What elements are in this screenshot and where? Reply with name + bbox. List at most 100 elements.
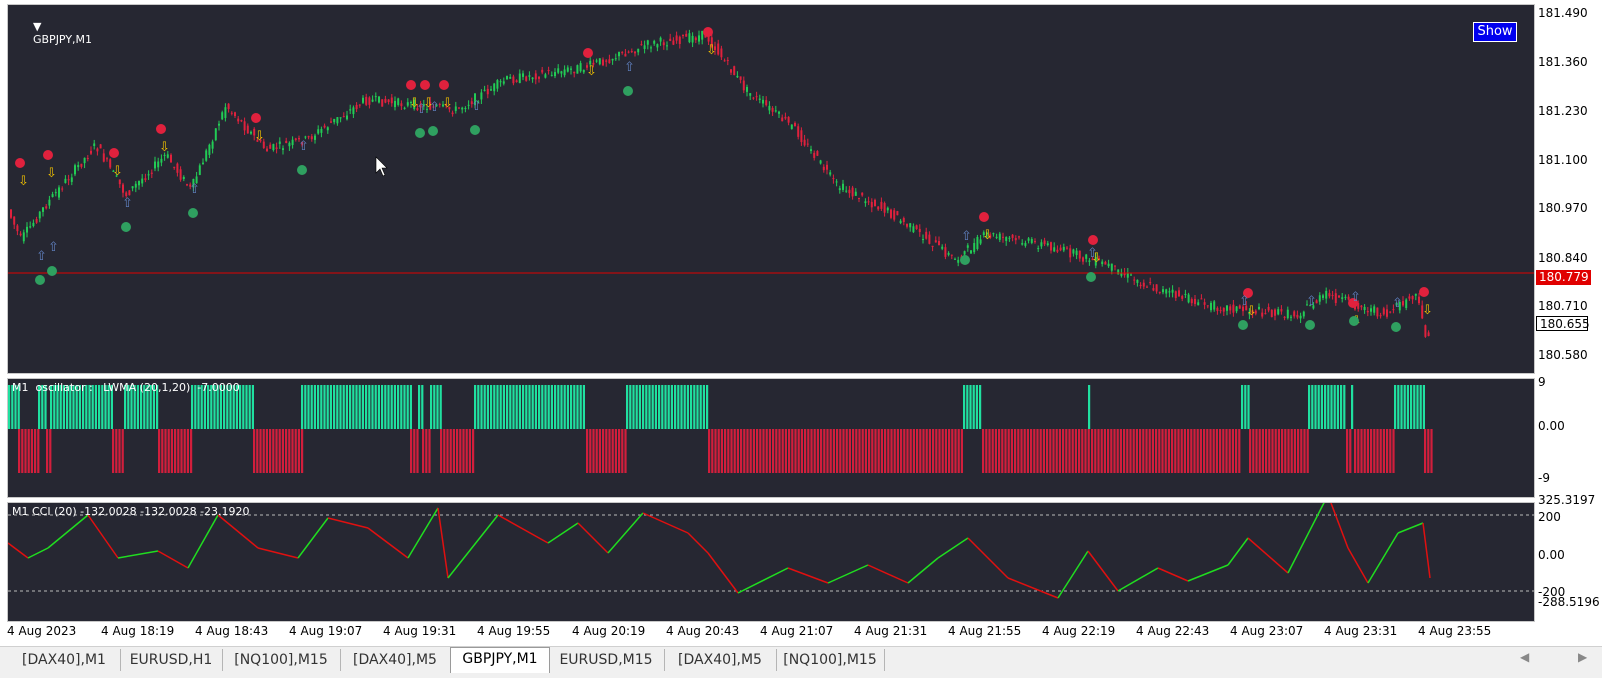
osc-down-bar (903, 429, 906, 473)
osc-down-bar (595, 429, 598, 473)
chart-tab[interactable]: [DAX40],M5 (340, 649, 451, 671)
cci-pane[interactable]: M1 CCI (20) -132.0028 -132.0028 -23.1920 (7, 502, 1535, 622)
buy-signal-icon (297, 165, 307, 175)
candle-body (570, 68, 572, 70)
candle-body (358, 104, 361, 106)
candle-body (253, 128, 256, 136)
candle-body (992, 233, 995, 235)
osc-down-bar (1255, 429, 1258, 473)
osc-up-bar (1410, 385, 1413, 429)
cci-segment (157, 550, 189, 569)
osc-down-bar (775, 429, 778, 473)
osc-down-bar (1274, 429, 1277, 473)
osc-up-bar (78, 385, 81, 429)
osc-down-bar (772, 429, 775, 473)
osc-down-bar (752, 429, 755, 473)
candle-body (1040, 242, 1043, 247)
candle-body (1206, 305, 1209, 307)
time-tick-label: 4 Aug 19:07 (289, 624, 363, 638)
candle-body (454, 106, 457, 111)
osc-down-bar (784, 429, 787, 473)
chart-tab[interactable]: [DAX40],M1 (8, 649, 121, 671)
candle-body (614, 58, 617, 60)
candle-body (262, 141, 265, 148)
candle-body (1232, 304, 1235, 313)
price-chart-pane[interactable]: ⇩⇩⇩⇩⇩⇩⇩⇩⇩⇩⇩⇩⇩⇩⇩⇧⇧⇧⇧⇧⇧⇧⇧⇧⇧⇧⇧⇧⇧⇧ ▼ GBPJPY,… (7, 4, 1535, 374)
osc-tick-label: -9 (1538, 471, 1550, 485)
candle-body (560, 71, 563, 74)
candle-body (179, 169, 182, 180)
osc-down-bar (1252, 429, 1255, 473)
candle-body (1062, 246, 1065, 251)
up-arrow-icon: ⇧ (1392, 296, 1403, 311)
osc-up-bar (85, 385, 88, 429)
chart-tab[interactable]: [NQ100],M15 (776, 649, 885, 671)
candle-body (781, 117, 784, 122)
osc-down-bar (998, 429, 1001, 473)
candle-body (931, 245, 934, 247)
osc-down-bar (935, 429, 938, 473)
osc-down-bar (893, 429, 896, 473)
oscillator-pane[interactable]: M1 oscillator : LWMA (20,1,20) -7.0000 (7, 378, 1535, 498)
osc-down-bar (440, 429, 443, 473)
osc-up-bar (82, 385, 85, 429)
osc-up-bar (66, 385, 69, 429)
osc-down-bar (884, 429, 887, 473)
scroll-left-icon[interactable]: ◀ (1520, 650, 1530, 664)
osc-down-bar (858, 429, 861, 473)
candle-body (67, 179, 70, 181)
candle-body (1414, 293, 1417, 296)
osc-down-bar (1379, 429, 1382, 473)
chart-tab[interactable]: [NQ100],M15 (222, 649, 341, 671)
osc-down-bar (1132, 429, 1135, 473)
candle-body (355, 104, 358, 110)
candle-body (195, 176, 198, 184)
chart-tab[interactable]: EURUSD,M15 (548, 649, 665, 671)
osc-down-bar (1155, 429, 1158, 473)
candle-body (1203, 302, 1206, 305)
candle-body (1229, 306, 1232, 311)
osc-down-bar (1158, 429, 1161, 473)
osc-down-bar (1265, 429, 1268, 473)
candle-body (678, 36, 681, 44)
collapse-triangle-icon[interactable]: ▼ (32, 20, 42, 33)
cci-segment (187, 514, 219, 569)
osc-up-bar (197, 385, 200, 429)
osc-down-bar (845, 429, 848, 473)
osc-up-bar (304, 385, 307, 429)
osc-down-bar (1424, 429, 1427, 473)
osc-up-bar (59, 385, 62, 429)
show-button[interactable]: Show (1473, 22, 1517, 42)
candle-body (573, 71, 576, 74)
candle-body (515, 80, 518, 82)
candle-body (1213, 301, 1216, 310)
osc-down-bar (982, 429, 985, 473)
osc-down-bar (589, 429, 592, 473)
osc-up-bar (127, 385, 130, 429)
time-tick-label: 4 Aug 23:31 (1324, 624, 1398, 638)
osc-down-bar (1001, 429, 1004, 473)
osc-up-bar (686, 385, 689, 429)
candle-body (1226, 305, 1228, 311)
price-tick-label: 180.840 (1538, 251, 1588, 265)
buy-signal-icon (47, 266, 57, 276)
candle-body (1293, 311, 1296, 317)
candle-body (1405, 299, 1408, 308)
candle-body (954, 258, 956, 260)
candlestick-chart[interactable]: ⇩⇩⇩⇩⇩⇩⇩⇩⇩⇩⇩⇩⇩⇩⇩⇧⇧⇧⇧⇧⇧⇧⇧⇧⇧⇧⇧⇧⇧⇧ (8, 5, 1535, 374)
chart-tab[interactable]: GBPJPY,M1 (450, 647, 550, 673)
osc-up-bar (1416, 385, 1419, 429)
candle-body (698, 35, 700, 42)
candle-body (669, 38, 672, 42)
osc-up-bar (72, 385, 75, 429)
scroll-right-icon[interactable]: ▶ (1578, 650, 1588, 664)
cci-segment (1007, 577, 1059, 599)
osc-up-bar (667, 385, 670, 429)
candle-body (730, 69, 732, 73)
chart-tab[interactable]: [DAX40],M5 (664, 649, 777, 671)
up-arrow-icon: ⇧ (429, 100, 440, 115)
osc-up-bar (191, 385, 194, 429)
osc-down-bar (1100, 429, 1103, 473)
chart-tab[interactable]: EURUSD,H1 (120, 649, 223, 671)
up-arrow-icon: ⇧ (1087, 246, 1098, 261)
